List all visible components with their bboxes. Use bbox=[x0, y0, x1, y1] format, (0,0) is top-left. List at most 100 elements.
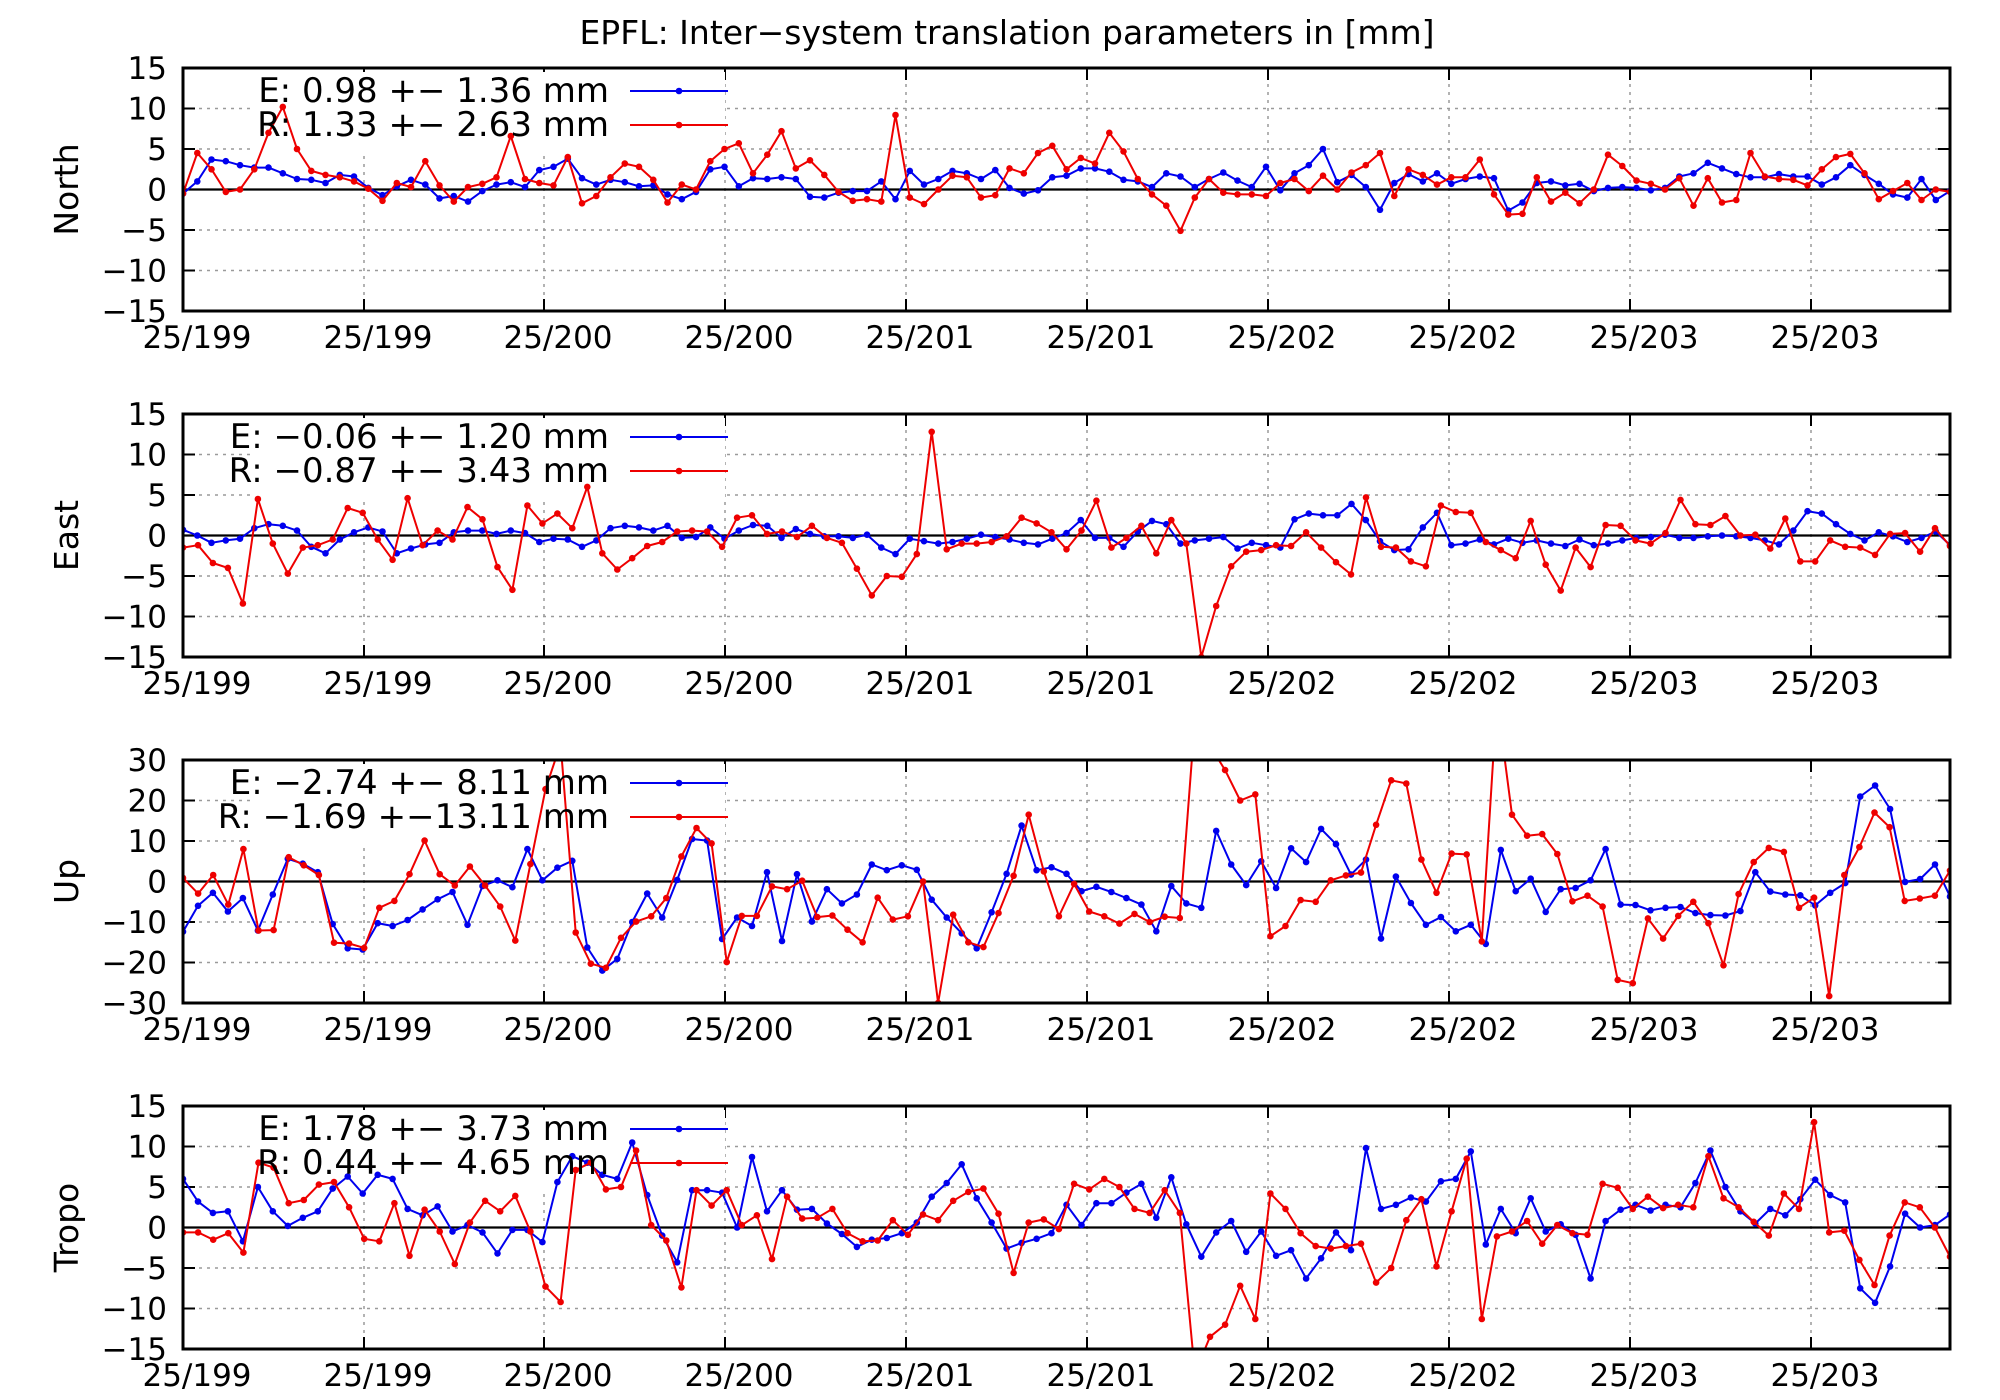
data-point-r bbox=[554, 510, 561, 517]
data-point-e bbox=[1576, 180, 1583, 188]
y-tick-label: 20 bbox=[128, 784, 167, 820]
data-point-r bbox=[628, 554, 636, 562]
legend-background bbox=[255, 764, 725, 844]
data-point-r bbox=[1176, 1209, 1184, 1217]
data-point-e bbox=[550, 163, 557, 171]
data-point-r bbox=[735, 140, 743, 147]
data-point-r bbox=[421, 837, 428, 844]
data-point-e bbox=[920, 537, 928, 545]
series-line-r bbox=[183, 760, 1950, 1003]
data-point-e bbox=[1662, 904, 1669, 912]
data-point-r bbox=[708, 1202, 715, 1209]
data-point-r bbox=[673, 528, 681, 535]
data-point-r bbox=[240, 845, 247, 853]
x-tick-label: 25/203 bbox=[1770, 1012, 1879, 1048]
legend-swatch-point bbox=[675, 87, 683, 95]
data-point-r bbox=[1512, 554, 1519, 562]
data-point-e bbox=[1467, 921, 1475, 929]
data-point-e bbox=[977, 531, 985, 538]
data-point-r bbox=[1078, 527, 1085, 534]
data-point-r bbox=[778, 528, 786, 535]
data-point-e bbox=[943, 914, 950, 921]
data-point-e bbox=[913, 866, 921, 874]
data-point-e bbox=[1242, 881, 1250, 889]
data-point-e bbox=[1804, 173, 1811, 180]
data-point-r bbox=[336, 174, 344, 181]
data-point-r bbox=[1183, 540, 1190, 547]
data-point-r bbox=[1227, 563, 1235, 570]
x-tick-label: 25/199 bbox=[142, 320, 251, 356]
data-point-r bbox=[792, 165, 800, 172]
data-point-e bbox=[963, 535, 971, 542]
data-point-e bbox=[614, 955, 621, 963]
data-point-r bbox=[602, 964, 610, 972]
data-point-r bbox=[1886, 1232, 1893, 1239]
data-point-e bbox=[521, 183, 529, 191]
data-point-r bbox=[1070, 1180, 1078, 1188]
data-point-e bbox=[621, 178, 629, 186]
y-tick-label: −30 bbox=[102, 986, 167, 1022]
data-point-e bbox=[1647, 533, 1655, 541]
data-point-r bbox=[643, 542, 651, 550]
y-tick-label: 0 bbox=[147, 519, 167, 555]
data-point-r bbox=[1146, 918, 1153, 926]
x-tick-label: 25/199 bbox=[323, 1012, 432, 1048]
data-point-r bbox=[194, 890, 202, 897]
data-point-e bbox=[1690, 170, 1697, 177]
data-point-r bbox=[208, 166, 215, 173]
data-point-r bbox=[1825, 992, 1833, 1000]
data-point-r bbox=[1790, 176, 1797, 184]
data-point-r bbox=[1617, 522, 1624, 530]
y-tick-label: −15 bbox=[102, 640, 167, 676]
data-point-r bbox=[1599, 903, 1606, 910]
data-point-r bbox=[1392, 544, 1400, 551]
data-point-e bbox=[564, 536, 572, 543]
data-point-e bbox=[1148, 517, 1156, 525]
data-point-e bbox=[977, 175, 985, 183]
data-point-r bbox=[1287, 542, 1295, 550]
data-point-e bbox=[536, 538, 543, 546]
data-point-e bbox=[1106, 168, 1113, 175]
data-point-e bbox=[1604, 184, 1612, 192]
data-point-e bbox=[1782, 891, 1789, 898]
data-point-r bbox=[1918, 196, 1925, 204]
data-point-e bbox=[1091, 165, 1099, 172]
data-point-r bbox=[449, 536, 456, 543]
data-point-e bbox=[764, 175, 771, 183]
data-point-r bbox=[1856, 1256, 1863, 1264]
data-point-r bbox=[587, 960, 595, 967]
y-tick-label: 5 bbox=[147, 1170, 167, 1206]
data-point-e bbox=[404, 1205, 411, 1213]
data-point-r bbox=[906, 194, 914, 201]
data-point-e bbox=[868, 861, 876, 868]
data-point-r bbox=[1033, 520, 1040, 527]
data-point-e bbox=[239, 894, 247, 902]
data-point-r bbox=[1334, 186, 1341, 193]
data-point-r bbox=[965, 939, 972, 946]
data-point-e bbox=[928, 1193, 935, 1200]
data-point-r bbox=[360, 1235, 368, 1243]
data-point-e bbox=[853, 1243, 861, 1251]
data-point-e bbox=[1904, 194, 1911, 201]
data-point-r bbox=[1327, 1245, 1335, 1252]
data-point-r bbox=[1010, 872, 1017, 880]
data-point-r bbox=[315, 871, 323, 879]
data-point-r bbox=[1407, 558, 1415, 565]
data-point-e bbox=[1153, 1214, 1160, 1222]
data-point-r bbox=[1916, 895, 1924, 902]
data-point-e bbox=[678, 195, 686, 203]
data-point-e bbox=[1747, 174, 1754, 181]
data-point-e bbox=[1633, 184, 1640, 192]
data-point-e bbox=[539, 1238, 546, 1246]
data-point-r bbox=[1252, 1315, 1259, 1323]
data-point-r bbox=[868, 592, 876, 599]
legend-background bbox=[255, 72, 725, 152]
data-point-e bbox=[1332, 840, 1340, 848]
data-point-r bbox=[692, 186, 700, 193]
data-point-e bbox=[1034, 541, 1042, 548]
data-point-e bbox=[509, 883, 516, 891]
data-point-r bbox=[1523, 832, 1531, 839]
data-point-r bbox=[1584, 1231, 1591, 1239]
data-point-e bbox=[593, 537, 600, 544]
legend-swatch-point bbox=[675, 1125, 683, 1133]
